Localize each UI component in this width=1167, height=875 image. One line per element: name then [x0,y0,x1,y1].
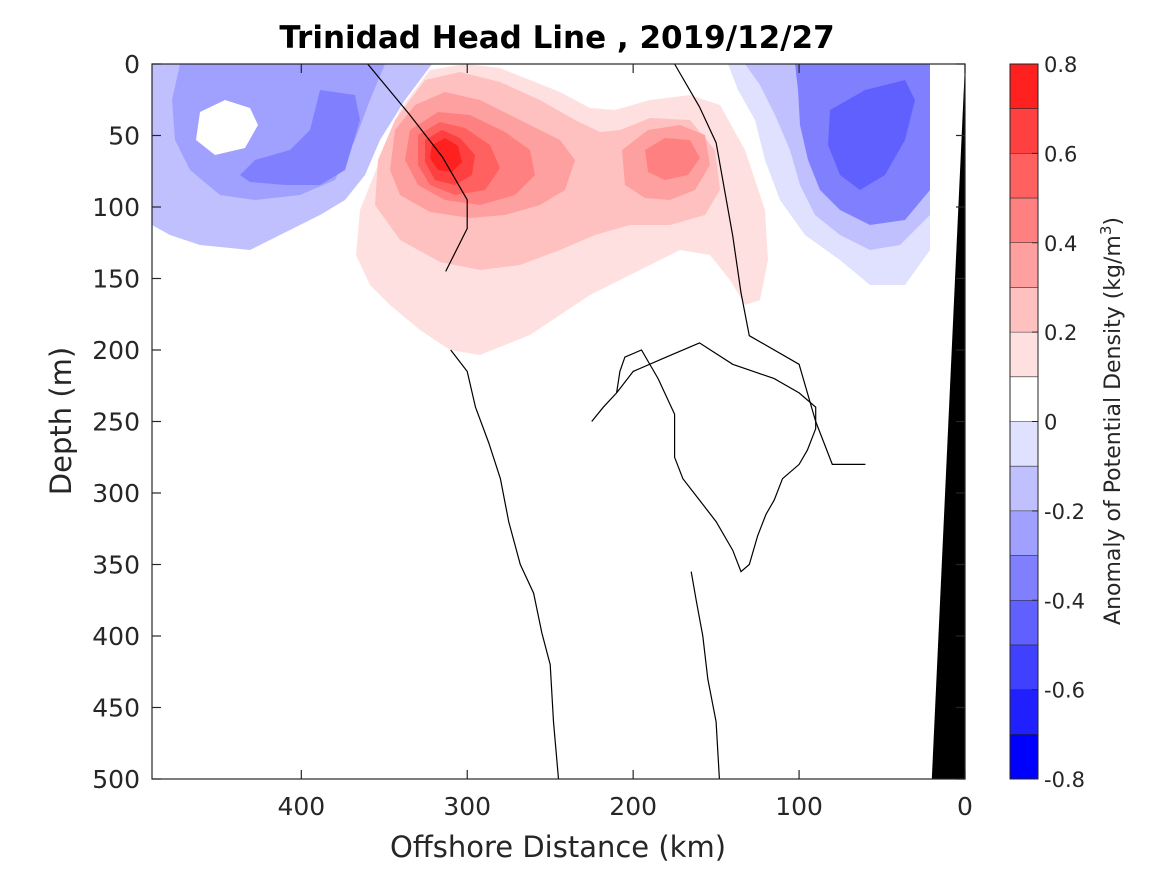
y-axis: 0 50 100 150 200 250 300 350 400 450 500 [92,50,965,794]
colorbar-tick-label: 0.6 [1044,142,1077,166]
seafloor-bathymetry [931,64,965,779]
colorbar-tick-label: 0 [1044,411,1057,435]
zero-contour-line [367,63,468,272]
colorbar-ticks: 0.8 0.6 0.4 0.2 0 -0.2 -0.4 -0.6 -0.8 [1032,53,1085,792]
colorbar-cell [1010,287,1038,333]
colorbar-tick-label: -0.4 [1044,589,1085,613]
colorbar-cell [1010,153,1038,199]
colorbar-tick-label: 0.2 [1044,321,1077,345]
negative-anomaly-east-core [828,80,915,190]
contour-fills [152,64,930,355]
y-tick-label: 150 [92,265,140,294]
colorbar-tick-label: -0.2 [1044,500,1085,524]
colorbar-cell [1010,198,1038,243]
x-tick-label: 400 [277,792,325,821]
plot-area: 400 300 200 100 0 0 50 100 150 200 250 300 350 400 45… [92,50,973,821]
x-tick-label: 300 [443,792,491,821]
y-axis-label: Depth (m) [44,347,78,495]
chart-title: Trinidad Head Line , 2019/12/27 [279,20,834,56]
colorbar-cell [1010,332,1038,377]
x-tick-label: 0 [957,792,973,821]
zero-contour-line [674,63,866,465]
y-tick-label: 350 [92,551,140,580]
colorbar-cell [1010,555,1038,601]
zero-contour-line [591,342,817,573]
colorbar-tick-label: 0.4 [1044,232,1077,256]
colorbar-cell [1010,64,1038,109]
colorbar-tick-label: 0.8 [1044,53,1077,77]
colorbar-cell [1010,689,1038,735]
colorbar: 0.8 0.6 0.4 0.2 0 -0.2 -0.4 -0.6 -0.8 Anomaly of… [1009,53,1126,792]
colorbar-cell [1010,242,1038,288]
y-tick-label: 400 [92,622,140,651]
colorbar-tick-label: -0.8 [1044,768,1085,792]
colorbar-cell [1010,376,1038,422]
colorbar-cell [1010,734,1038,779]
zero-contours [367,63,866,780]
x-tick-label: 100 [775,792,823,821]
x-tick-label: 200 [609,792,657,821]
colorbar-tick-label: -0.6 [1044,679,1085,703]
low-anomaly-patch [196,100,258,155]
y-tick-label: 0 [124,50,140,79]
colorbar-label: Anomaly of Potential Density (kg/m3) [1097,217,1126,625]
colorbar-cell [1010,421,1038,467]
zero-contour-line [450,349,560,780]
y-tick-label: 500 [92,765,140,794]
positive-anomaly-peak [430,138,462,172]
colorbar-cell [1010,466,1038,511]
colorbar-cell [1010,644,1038,690]
colorbar-cell [1010,108,1038,154]
x-axis-label: Offshore Distance (km) [390,830,726,864]
y-tick-label: 50 [108,122,140,151]
y-tick-label: 250 [92,408,140,437]
negative-anomaly-west-core [240,90,360,185]
y-tick-label: 450 [92,694,140,723]
x-axis: 400 300 200 100 0 [277,64,973,821]
colorbar-cell [1010,510,1038,556]
y-tick-label: 100 [92,193,140,222]
y-tick-label: 200 [92,336,140,365]
zero-contour-line [690,571,720,780]
colorbar-cell [1010,600,1038,645]
positive-anomaly-east-lobe-core [645,138,700,180]
y-tick-label: 300 [92,479,140,508]
colorbar-label-exponent: 3 [1097,226,1115,236]
